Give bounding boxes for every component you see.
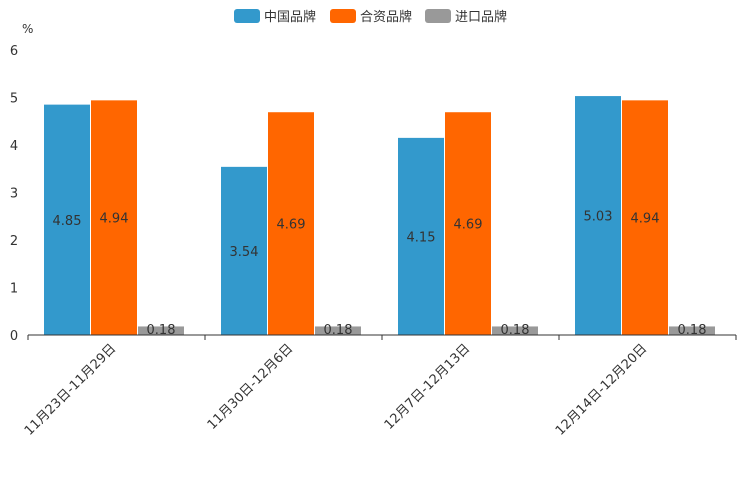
data-label: 3.54 bbox=[230, 245, 259, 260]
bar-1-4[interactable] bbox=[575, 96, 621, 335]
x-category-label: 12月7日-12月13日 bbox=[382, 341, 474, 433]
data-label: 4.85 bbox=[53, 214, 82, 229]
bar-2-2[interactable] bbox=[268, 112, 314, 335]
data-label: 4.69 bbox=[277, 218, 306, 233]
y-tick-label: 1 bbox=[10, 282, 18, 297]
data-label: 0.18 bbox=[501, 323, 530, 338]
y-tick-label: 6 bbox=[10, 44, 18, 59]
y-tick-label: 0 bbox=[10, 329, 18, 344]
bar-2-1[interactable] bbox=[91, 100, 137, 335]
bar-2-3[interactable] bbox=[445, 112, 491, 335]
bar-3-4[interactable] bbox=[669, 326, 715, 335]
y-tick-label: 4 bbox=[10, 139, 18, 154]
y-tick-label: 5 bbox=[10, 92, 18, 107]
data-label: 4.94 bbox=[100, 212, 129, 227]
x-category-label: 11月23日-11月29日 bbox=[22, 341, 119, 438]
data-label: 0.18 bbox=[324, 323, 353, 338]
x-axis: 11月23日-11月29日 11月30日-12月6日 12月7日-12月13日 12月… bbox=[22, 334, 737, 439]
legend-swatch-1[interactable] bbox=[234, 9, 260, 23]
legend-swatch-2[interactable] bbox=[330, 9, 356, 23]
y-axis: 0 1 2 3 4 5 6 bbox=[10, 44, 18, 344]
data-label: 4.94 bbox=[631, 212, 660, 227]
bar-3-2[interactable] bbox=[315, 326, 361, 335]
data-label: 5.03 bbox=[584, 210, 613, 225]
data-label: 4.69 bbox=[454, 218, 483, 233]
bars: 4.85 4.94 0.18 3.54 4.69 0.18 4.15 4.69 0.18 5.03… bbox=[44, 96, 715, 338]
y-tick-label: 3 bbox=[10, 187, 18, 202]
bar-3-1[interactable] bbox=[138, 326, 184, 335]
bar-1-1[interactable] bbox=[44, 104, 90, 335]
data-label: 4.15 bbox=[407, 230, 436, 245]
y-axis-unit-label: % bbox=[22, 22, 33, 36]
legend: 中国品牌 合资品牌 进口品牌 bbox=[234, 9, 507, 25]
bar-3-3[interactable] bbox=[492, 326, 538, 335]
bar-1-3[interactable] bbox=[398, 137, 444, 335]
bar-1-2[interactable] bbox=[221, 166, 267, 335]
data-label: 0.18 bbox=[678, 323, 707, 338]
x-category-label: 11月30日-12月6日 bbox=[205, 341, 297, 433]
legend-label-1[interactable]: 中国品牌 bbox=[264, 9, 316, 25]
legend-swatch-3[interactable] bbox=[425, 9, 451, 23]
legend-label-3[interactable]: 进口品牌 bbox=[455, 9, 507, 25]
y-tick-label: 2 bbox=[10, 234, 18, 249]
x-category-label: 12月14日-12月20日 bbox=[553, 341, 650, 438]
bar-2-4[interactable] bbox=[622, 100, 668, 335]
data-label: 0.18 bbox=[147, 323, 176, 338]
legend-label-2[interactable]: 合资品牌 bbox=[360, 9, 412, 25]
